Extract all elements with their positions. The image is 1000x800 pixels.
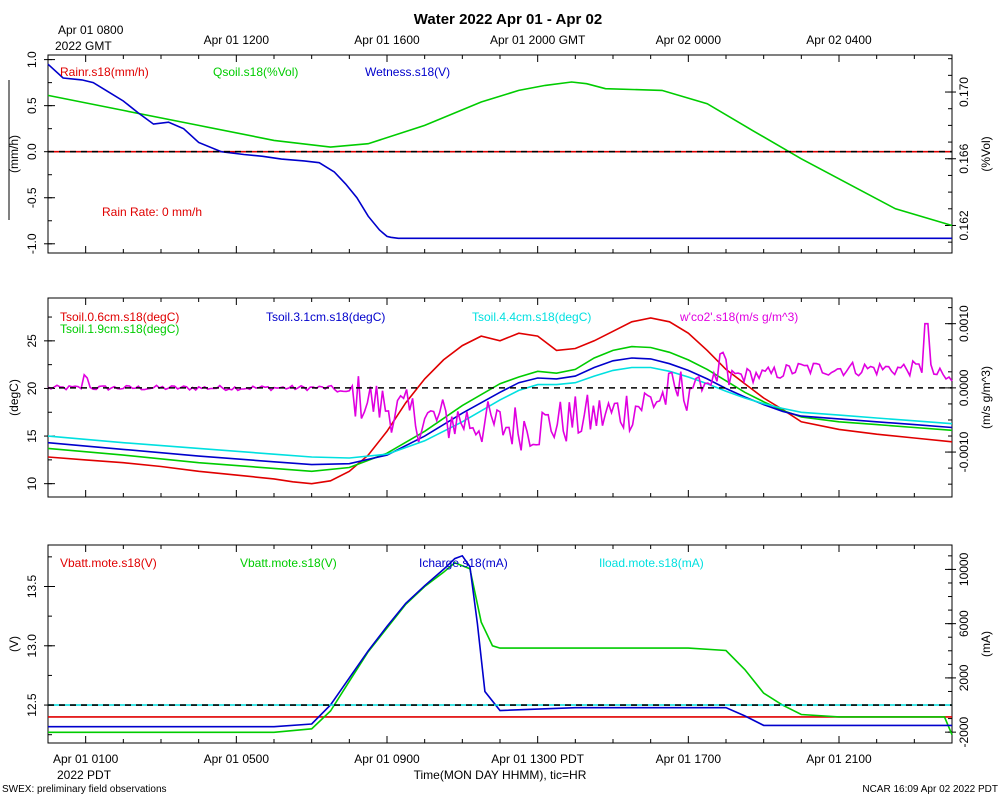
- top-axis-label: Apr 02 0400: [806, 33, 872, 47]
- series-line-blue: [47, 357, 953, 466]
- bottom-axis-label: Apr 01 1700: [656, 752, 722, 766]
- figure-title: Water 2022 Apr 01 - Apr 02: [414, 11, 602, 28]
- y2-tick-label: 0.170: [957, 77, 971, 107]
- y2-axis-label: (mA): [979, 631, 993, 657]
- y2-tick-label: 2000: [957, 664, 971, 691]
- series-line-green: [47, 81, 953, 227]
- series-line-blue: [47, 63, 952, 240]
- series-line-magenta: [47, 322, 953, 451]
- bottom-axis-label: Apr 01 1300 PDT: [491, 752, 584, 766]
- y2-tick-label: 0.0010: [957, 305, 971, 342]
- y2-tick-label: 10000: [957, 552, 971, 586]
- legend-qsoil: Qsoil.s18(%Vol): [213, 65, 298, 79]
- y-axis-label: (degC): [7, 379, 21, 416]
- y-tick-label: 25: [25, 334, 39, 348]
- bottom-axis-label: Apr 01 0900: [354, 752, 420, 766]
- y-tick-label: 10: [25, 477, 39, 491]
- y2-axis-label: (m/s g/m^3): [979, 366, 993, 429]
- footer-right: NCAR 16:09 Apr 02 2022 PDT: [862, 784, 998, 795]
- y-tick-label: 13.5: [25, 574, 39, 598]
- bottom-axis-label: Apr 01 2100: [806, 752, 872, 766]
- y-tick-label: 0.0: [25, 143, 39, 160]
- y-tick-label: -1.0: [25, 233, 39, 254]
- bottom-axis-label: Apr 01 0500: [204, 752, 270, 766]
- legend-wco2: w'co2'.s18(m/s g/m^3): [679, 310, 798, 324]
- bottom-axis-label: Apr 01 0100: [53, 752, 119, 766]
- y-tick-label: 13.0: [25, 634, 39, 658]
- legend-tsoil-0-6: Tsoil.0.6cm.s18(degC): [60, 310, 179, 324]
- legend-tsoil-1-9: Tsoil.1.9cm.s18(degC): [60, 322, 179, 336]
- y-tick-label: 0.5: [25, 97, 39, 114]
- top-axis-labels: Apr 01 1200 Apr 01 1600 Apr 01 2000 GMT Apr…: [204, 33, 872, 47]
- plot-frame: [47, 544, 953, 744]
- plot-frame: [47, 297, 953, 498]
- legend-vbatt-green: Vbatt.mote.s18(V): [240, 556, 337, 570]
- annotation-rain-rate: Rain Rate: 0 mm/h: [102, 205, 202, 219]
- bottom-axis-labels: Apr 01 0100 Apr 01 0500 Apr 01 0900 Apr 01 …: [53, 752, 872, 766]
- legend-rainr: Rainr.s18(mm/h): [60, 65, 149, 79]
- y-tick-label: 15: [25, 429, 39, 443]
- top-axis-label: Apr 02 0000: [656, 33, 722, 47]
- legend-wetness: Wetness.s18(V): [365, 65, 450, 79]
- panel-water: -1.0 -0.5 0.0 0.5 1.0 0.162 0.166 0.170 (mm/h) (%…: [7, 51, 993, 254]
- footer-left: SWEX: preliminary field observations: [2, 784, 167, 795]
- y2-axis-label: (%Vol): [979, 136, 993, 171]
- y2-tick-label: 6000: [957, 610, 971, 637]
- series-line-cyan: [47, 366, 953, 459]
- legend-vbatt-red: Vbatt.mote.s18(V): [60, 556, 157, 570]
- legend-iload: Iload.mote.s18(mA): [599, 556, 704, 570]
- y2-tick-label: -0.0010: [957, 431, 971, 472]
- series-line-blue: [48, 554, 952, 728]
- y2-tick-label: 0.166: [957, 143, 971, 173]
- legend-tsoil-3-1: Tsoil.3.1cm.s18(degC): [266, 310, 385, 324]
- y-tick-label: 12.5: [25, 693, 39, 717]
- series-line-red: [47, 317, 953, 485]
- top-axis-label: Apr 01 1600: [354, 33, 420, 47]
- y-tick-label: 20: [25, 381, 39, 395]
- y-tick-label: 1.0: [25, 51, 39, 68]
- top-axis-label: Apr 01 1200: [204, 33, 270, 47]
- top-axis-first-label-line1: Apr 01 0800: [58, 23, 124, 37]
- y-axis-label: (V): [7, 636, 21, 652]
- series-line-green: [47, 345, 953, 473]
- top-axis-first-label-line2: 2022 GMT: [55, 39, 112, 53]
- legend-icharge: Icharge.s18(mA): [419, 556, 508, 570]
- panel-power: 12.5 13.0 13.5 -2000 2000 6000 10000 (V) (mA): [7, 544, 993, 748]
- top-axis-label: Apr 01 2000 GMT: [490, 33, 586, 47]
- y2-tick-label: -2000: [957, 716, 971, 747]
- plot-frame: [47, 54, 953, 254]
- panel-soil-temperature: 10 15 20 25 -0.0010 0.0000 0.0010 (degC) (m/s g/…: [7, 297, 993, 498]
- x-axis-title: Time(MON DAY HHMM), tic=HR: [414, 768, 587, 782]
- y2-tick-label: 0.0000: [957, 369, 971, 406]
- legend-tsoil-4-4: Tsoil.4.4cm.s18(degC): [472, 310, 591, 324]
- y-axis-label: (mm/h): [7, 135, 21, 173]
- series-line-green: [48, 561, 953, 736]
- y2-tick-label: 0.162: [957, 210, 971, 240]
- y-tick-label: -0.5: [25, 187, 39, 208]
- bottom-axis-year-label: 2022 PDT: [57, 768, 112, 782]
